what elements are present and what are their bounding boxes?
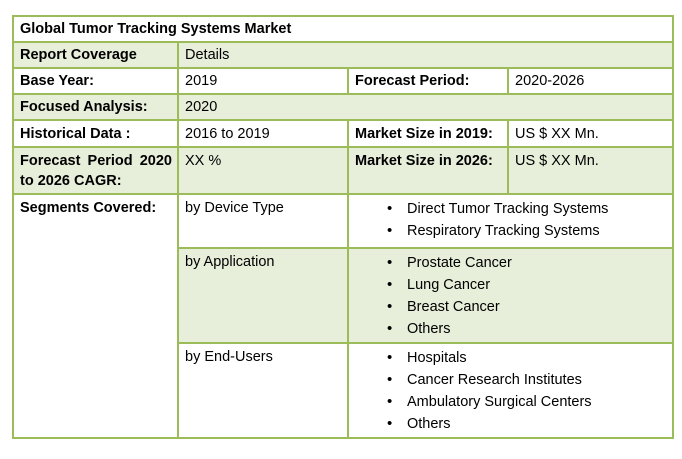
focused-analysis-row: Focused Analysis: 2020 <box>12 93 675 121</box>
list-item: Respiratory Tracking Systems <box>355 220 667 242</box>
list-item: Breast Cancer <box>355 296 667 318</box>
market-size-2026-label: Market Size in 2026: <box>347 146 509 195</box>
market-size-2019-value: US $ XX Mn. <box>506 119 675 148</box>
forecast-period-label: Forecast Period: <box>347 67 509 95</box>
segments-application-row: by Application Prostate Cancer Lung Canc… <box>13 247 675 344</box>
segment-group-application: by Application <box>177 247 349 344</box>
list-item: Ambulatory Surgical Centers <box>355 391 667 413</box>
market-size-2019-label: Market Size in 2019: <box>347 119 509 148</box>
list-item: Direct Tumor Tracking Systems <box>355 198 667 220</box>
segments-end-users-row: by End-Users Hospitals Cancer Research I… <box>13 342 675 439</box>
base-year-value: 2019 <box>177 67 349 95</box>
segment-items-end-users: Hospitals Cancer Research Institutes Amb… <box>346 342 675 439</box>
list-item: Hospitals <box>355 347 667 369</box>
list-item: Others <box>355 413 667 435</box>
cagr-value: XX % <box>177 146 349 195</box>
list-item: Others <box>355 318 667 340</box>
list-item: Lung Cancer <box>355 274 667 296</box>
historical-data-row: Historical Data : 2016 to 2019 Market Si… <box>12 119 675 148</box>
report-coverage-label: Report Coverage <box>12 41 179 69</box>
segment-group-end-users: by End-Users <box>177 342 349 439</box>
report-coverage-row: Report Coverage Details <box>12 41 675 69</box>
focused-analysis-value: 2020 <box>176 93 675 121</box>
market-size-2026-value: US $ XX Mn. <box>506 146 675 195</box>
base-year-label: Base Year: <box>12 67 179 95</box>
list-item: Cancer Research Institutes <box>355 369 667 391</box>
base-year-row: Base Year: 2019 Forecast Period: 2020-20… <box>12 67 675 95</box>
forecast-period-value: 2020-2026 <box>506 67 675 95</box>
report-coverage-value: Details <box>176 41 675 69</box>
title-row: Global Tumor Tracking Systems Market <box>11 15 675 43</box>
segments-device-type-row: Segments Covered: by Device Type Direct … <box>12 193 675 439</box>
focused-analysis-label: Focused Analysis: <box>12 93 179 121</box>
table-title: Global Tumor Tracking Systems Market <box>11 15 675 43</box>
segment-items-application: Prostate Cancer Lung Cancer Breast Cance… <box>346 247 675 344</box>
cagr-row: Forecast Period 2020 to 2026 CAGR: XX % … <box>12 146 675 195</box>
segments-covered-label: Segments Covered: <box>12 193 179 439</box>
historical-data-value: 2016 to 2019 <box>177 119 349 148</box>
list-item: Prostate Cancer <box>355 252 667 274</box>
segment-items-device-type: Direct Tumor Tracking Systems Respirator… <box>346 193 675 249</box>
historical-data-label: Historical Data : <box>12 119 179 148</box>
segment-group-device-type: by Device Type <box>177 193 349 249</box>
report-scope-table: Global Tumor Tracking Systems Market Rep… <box>11 15 675 439</box>
cagr-label: Forecast Period 2020 to 2026 CAGR: <box>12 146 179 195</box>
